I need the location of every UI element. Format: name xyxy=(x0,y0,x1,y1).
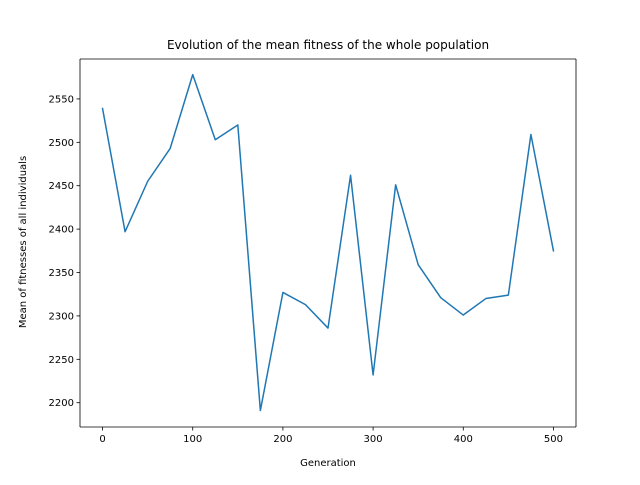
y-tick-label: 2500 xyxy=(49,138,74,149)
x-tick-label: 100 xyxy=(183,434,202,445)
y-axis-label: Mean of fitnesses of all individuals xyxy=(18,156,29,328)
y-tick-label: 2400 xyxy=(49,225,74,236)
y-tick-label: 2250 xyxy=(49,355,74,366)
x-tick-label: 200 xyxy=(273,434,292,445)
y-tick-label: 2550 xyxy=(49,94,74,105)
x-tick-label: 300 xyxy=(364,434,383,445)
y-tick-label: 2300 xyxy=(49,311,74,322)
y-tick-label: 2200 xyxy=(49,398,74,409)
x-tick-label: 0 xyxy=(99,434,105,445)
y-tick-label: 2350 xyxy=(49,268,74,279)
x-tick-label: 400 xyxy=(454,434,473,445)
x-axis-label: Generation xyxy=(300,458,356,469)
x-tick-label: 500 xyxy=(544,434,563,445)
y-tick-label: 2450 xyxy=(49,181,74,192)
chart-title: Evolution of the mean fitness of the who… xyxy=(167,38,489,52)
